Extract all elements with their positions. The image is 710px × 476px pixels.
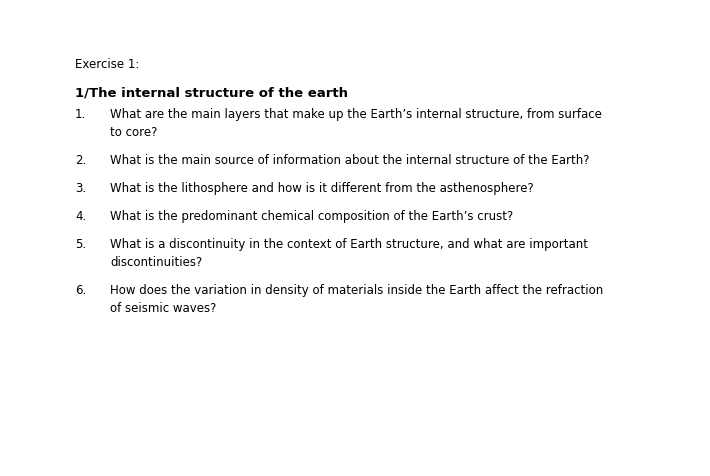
Text: 3.: 3. (75, 182, 86, 195)
Text: Exercise 1:: Exercise 1: (75, 58, 139, 71)
Text: What is the lithosphere and how is it different from the asthenosphere?: What is the lithosphere and how is it di… (110, 182, 534, 195)
Text: What is the main source of information about the internal structure of the Earth: What is the main source of information a… (110, 154, 589, 167)
Text: 1/The internal structure of the earth: 1/The internal structure of the earth (75, 86, 348, 99)
Text: What is a discontinuity in the context of Earth structure, and what are importan: What is a discontinuity in the context o… (110, 238, 588, 250)
Text: 5.: 5. (75, 238, 86, 250)
Text: 4.: 4. (75, 209, 86, 223)
Text: How does the variation in density of materials inside the Earth affect the refra: How does the variation in density of mat… (110, 283, 604, 297)
Text: of seismic waves?: of seismic waves? (110, 301, 217, 314)
Text: 2.: 2. (75, 154, 86, 167)
Text: What is the predominant chemical composition of the Earth’s crust?: What is the predominant chemical composi… (110, 209, 513, 223)
Text: 6.: 6. (75, 283, 86, 297)
Text: 1.: 1. (75, 108, 86, 121)
Text: What are the main layers that make up the Earth’s internal structure, from surfa: What are the main layers that make up th… (110, 108, 602, 121)
Text: discontinuities?: discontinuities? (110, 256, 202, 268)
Text: to core?: to core? (110, 126, 158, 139)
